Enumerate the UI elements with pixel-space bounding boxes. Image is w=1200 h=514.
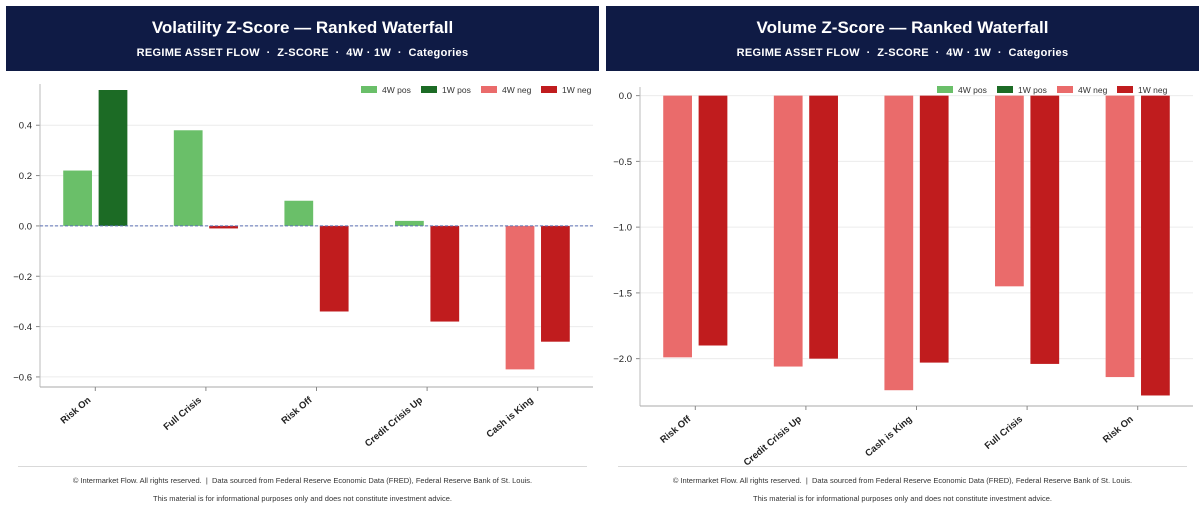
volume-chart-panel: Volume Z-Score — Ranked Waterfall REGIME…	[606, 6, 1199, 508]
legend-swatch	[541, 86, 557, 93]
footer-divider	[18, 466, 587, 467]
x-tick-label: Risk On	[59, 395, 94, 427]
y-tick-label: −1.0	[613, 223, 632, 234]
footer-disclaimer: This material is for informational purpo…	[153, 494, 452, 503]
bar-1w-cash-is-king	[541, 225, 570, 342]
legend-swatch	[421, 86, 437, 93]
bar-1w-risk-off	[319, 225, 349, 312]
x-tick-label: Credit Crisis Up	[742, 414, 804, 466]
volatility-chart-panel: Volatility Z-Score — Ranked Waterfall RE…	[6, 6, 599, 508]
y-tick-label: 0.2	[19, 171, 32, 182]
legend-label: 4W neg	[1078, 85, 1108, 95]
legend-label: 4W pos	[382, 85, 411, 95]
bar-4w-risk-on	[1105, 95, 1135, 378]
bar-1w-risk-off	[698, 95, 728, 346]
chart-title: Volatility Z-Score — Ranked Waterfall	[151, 18, 454, 37]
footer-copyright: © Intermarket Flow. All rights reserved.…	[672, 476, 1133, 485]
bar-1w-credit-crisis-up	[809, 95, 838, 359]
chart-title: Volume Z-Score — Ranked Waterfall	[756, 18, 1049, 37]
y-tick-label: −0.4	[13, 322, 32, 333]
x-tick-label: Full Crisis	[983, 414, 1025, 452]
legend-label: 1W pos	[442, 85, 471, 95]
x-tick-label: Cash is King	[863, 414, 914, 460]
legend-swatch	[481, 86, 497, 93]
chart-subtitle: REGIME ASSET FLOW · Z-SCORE · 4W · 1W · …	[736, 47, 1069, 59]
chart-subtitle: REGIME ASSET FLOW · Z-SCORE · 4W · 1W · …	[136, 47, 469, 59]
volume-chart-plot: 0.0 −0.5 −1.0 −1.5 −2.0 Risk Off Credit Crisis…	[613, 85, 1193, 466]
y-tick-label: −2.0	[613, 354, 632, 365]
y-tick-label: −0.2	[13, 272, 32, 283]
y-tick-label: −1.5	[613, 288, 632, 299]
legend-label: 1W neg	[1138, 85, 1168, 95]
bar-4w-credit-crisis-up	[773, 95, 803, 367]
bar-4w-risk-off	[663, 95, 692, 358]
y-tick-label: −0.5	[613, 157, 632, 168]
y-tick-label: 0.4	[19, 121, 32, 132]
footer-copyright: © Intermarket Flow. All rights reserved.…	[72, 476, 533, 485]
legend-swatch	[361, 86, 377, 93]
x-tick-label: Risk Off	[658, 413, 694, 445]
bar-4w-cash-is-king	[884, 95, 914, 391]
legend-label: 4W neg	[502, 85, 532, 95]
y-tick-label: 0.0	[19, 221, 32, 232]
volatility-chart-header: Volatility Z-Score — Ranked Waterfall RE…	[6, 6, 599, 71]
bar-4w-risk-off	[284, 200, 314, 226]
legend-swatch	[937, 86, 953, 93]
x-tick-label: Risk On	[1101, 414, 1136, 446]
volume-chart-header: Volume Z-Score — Ranked Waterfall REGIME…	[606, 6, 1199, 71]
bar-4w-cash-is-king	[505, 225, 535, 370]
legend-swatch	[1117, 86, 1133, 93]
x-tick-label: Full Crisis	[162, 395, 204, 433]
x-tick-label: Cash is King	[484, 395, 535, 441]
bar-4w-risk-on	[63, 170, 92, 226]
legend-swatch	[1057, 86, 1073, 93]
legend-label: 1W pos	[1018, 85, 1047, 95]
bar-1w-full-crisis	[209, 225, 238, 229]
footer-divider	[618, 466, 1187, 467]
legend-label: 1W neg	[562, 85, 592, 95]
bar-1w-risk-on	[1141, 95, 1170, 396]
legend-swatch	[997, 86, 1013, 93]
y-tick-label: −0.6	[13, 372, 32, 383]
x-tick-label: Credit Crisis Up	[363, 395, 425, 450]
bar-1w-cash-is-king	[919, 95, 949, 363]
bar-4w-credit-crisis-up	[395, 220, 424, 226]
bar-4w-full-crisis	[995, 95, 1024, 287]
footer-disclaimer: This material is for informational purpo…	[753, 494, 1052, 503]
y-tick-label: 0.0	[619, 91, 632, 102]
bar-1w-full-crisis	[1030, 95, 1060, 364]
bar-4w-full-crisis	[173, 130, 203, 226]
bar-1w-risk-on	[98, 90, 128, 226]
legend-label: 4W pos	[958, 85, 987, 95]
bar-1w-credit-crisis-up	[430, 225, 460, 322]
volatility-chart-plot: 0.4 0.2 0.0 −0.2 −0.4 −0.6 Risk On Full Crisis R…	[13, 84, 593, 450]
x-tick-label: Risk Off	[279, 394, 315, 426]
